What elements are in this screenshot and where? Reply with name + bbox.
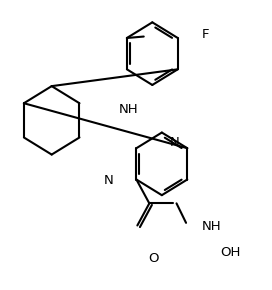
- Text: N: N: [170, 136, 180, 149]
- Text: NH: NH: [201, 220, 221, 233]
- Text: F: F: [201, 28, 209, 41]
- Text: OH: OH: [220, 246, 241, 259]
- Text: O: O: [149, 252, 159, 265]
- Text: N: N: [104, 174, 114, 187]
- Text: NH: NH: [118, 103, 138, 116]
